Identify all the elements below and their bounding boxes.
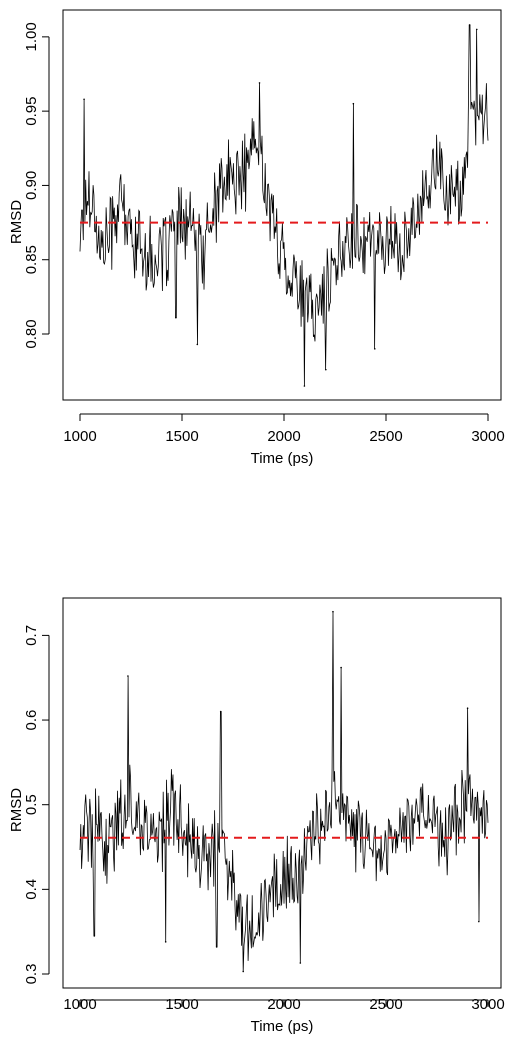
data-point-3 (258, 82, 261, 84)
data-point-2 (164, 941, 167, 943)
x-tick-label-2: 2000 (267, 996, 300, 1013)
x-tick-label-2: 2000 (267, 428, 300, 445)
data-point-6 (299, 962, 302, 964)
data-point-2 (196, 343, 199, 346)
y-tick-label-3: 0.6 (23, 710, 40, 731)
x-tick-label-3: 2500 (369, 428, 402, 445)
y-tick-label-2: 0.90 (23, 171, 40, 200)
data-point-1 (175, 316, 177, 319)
plot-frame (62, 597, 502, 989)
y-axis: 0.80 0.85 0.90 0.95 1.00 (23, 22, 50, 349)
x-tick-label-3: 2500 (369, 996, 402, 1013)
data-point-4 (303, 385, 306, 387)
top-rmsd-panel: 1000 1500 2000 2500 3000 0.80 0.85 0.90 0.95 1.0… (8, 9, 505, 467)
data-marks (83, 24, 478, 387)
y-axis-label: RMSD (8, 788, 25, 832)
x-tick-label-1: 1500 (165, 428, 198, 445)
y-tick-label-3: 0.95 (23, 97, 40, 126)
data-point-8 (340, 666, 342, 669)
data-point-9 (475, 28, 478, 31)
x-tick-label-0: 1000 (63, 428, 96, 445)
data-point-1 (127, 675, 129, 677)
y-axis: 0.3 0.4 0.5 0.6 0.7 (23, 625, 50, 985)
y-tick-label-4: 1.00 (23, 22, 40, 51)
x-tick-label-0: 1000 (63, 996, 96, 1013)
data-point-0 (93, 935, 96, 937)
x-tick-label-4: 3000 (471, 428, 504, 445)
plot-frame (62, 9, 502, 401)
data-point-7 (332, 610, 334, 613)
x-axis-label: Time (ps) (251, 1018, 314, 1035)
rmsd-series-line (79, 24, 489, 387)
y-tick-label-1: 0.85 (23, 245, 40, 274)
data-point-10 (478, 920, 480, 923)
data-point-5 (325, 368, 327, 371)
bottom-rmsd-panel: 1000 1500 2000 2500 3000 0.3 0.4 0.5 0.6 0.7 Tim… (8, 597, 505, 1035)
y-tick-label-1: 0.4 (23, 879, 40, 900)
data-point-7 (373, 348, 376, 350)
data-point-8 (468, 24, 471, 26)
data-point-5 (242, 970, 244, 973)
x-axis-label: Time (ps) (251, 450, 314, 467)
y-tick-label-4: 0.7 (23, 625, 40, 646)
data-point-0 (83, 98, 85, 101)
y-axis-label: RMSD (8, 200, 25, 244)
data-point-9 (466, 707, 469, 709)
x-tick-label-4: 3000 (471, 996, 504, 1013)
y-tick-label-0: 0.80 (23, 319, 40, 348)
rmsd-series-line (79, 611, 489, 972)
x-tick-label-1: 1500 (165, 996, 198, 1013)
data-point-3 (215, 946, 218, 948)
data-marks (93, 610, 480, 973)
data-point-6 (352, 102, 355, 105)
x-axis: 1000 1500 2000 2500 3000 (63, 996, 504, 1013)
y-tick-label-2: 0.5 (23, 794, 40, 815)
data-point-4 (219, 710, 222, 713)
x-axis: 1000 1500 2000 2500 3000 (63, 413, 505, 445)
y-tick-label-0: 0.3 (23, 964, 40, 985)
